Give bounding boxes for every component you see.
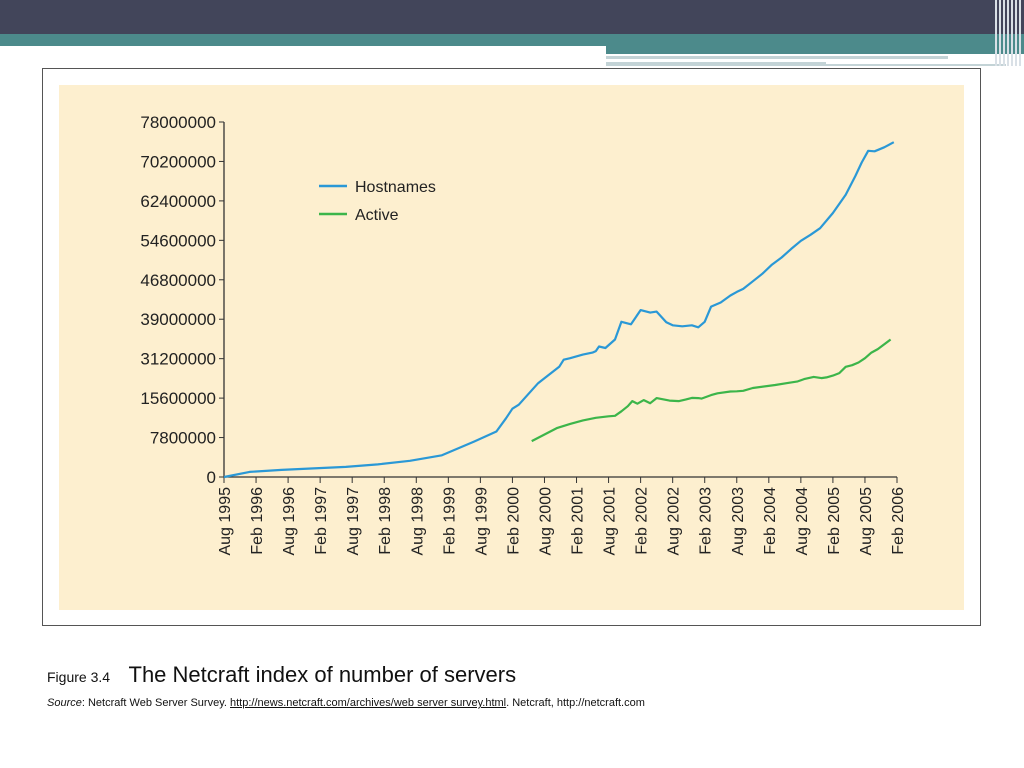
legend-label: Hostnames (355, 179, 436, 196)
x-tick-label: Feb 2006 (890, 487, 907, 555)
series-line-active (531, 338, 892, 443)
source-text: : Netcraft Web Server Survey. (81, 697, 230, 709)
source-link[interactable]: http://news.netcraft.com/archives/web se… (230, 697, 507, 709)
x-tick-label: Feb 1999 (441, 487, 458, 555)
y-tick-label: 31200000 (140, 350, 216, 369)
decorative-line (826, 64, 1006, 66)
x-tick-label: Feb 2004 (762, 487, 779, 555)
x-tick-label: Aug 2000 (537, 487, 554, 556)
figure-label: Figure 3.4 (47, 669, 111, 685)
x-tick-label: Feb 1998 (377, 487, 394, 555)
x-tick-label: Aug 1996 (281, 487, 298, 556)
y-tick-label: 70200000 (140, 152, 216, 171)
y-tick-label: 54600000 (140, 231, 216, 250)
figure-caption: Figure 3.4 The Netcraft index of number … (47, 662, 516, 688)
source-label: Source (47, 697, 82, 709)
x-tick-label: Aug 1999 (473, 487, 490, 556)
y-tick-label: 78000000 (140, 113, 216, 132)
y-tick-label: 62400000 (140, 192, 216, 211)
slide-accent-bar (0, 34, 1024, 46)
chart-background (59, 85, 964, 610)
x-tick-label: Feb 2002 (634, 487, 651, 555)
x-tick-label: Feb 2000 (505, 487, 522, 555)
x-tick-label: Aug 2001 (602, 487, 619, 556)
decorative-line (606, 62, 826, 66)
decorative-line (606, 56, 948, 59)
y-tick-label: 46800000 (140, 271, 216, 290)
x-tick-label: Feb 1996 (249, 487, 266, 555)
source-line: Source: Netcraft Web Server Survey. http… (47, 697, 645, 709)
x-tick-label: Aug 1998 (409, 487, 426, 556)
x-tick-label: Feb 1997 (313, 487, 330, 555)
x-tick-label: Feb 2001 (570, 487, 587, 555)
x-tick-label: Aug 2002 (666, 487, 683, 556)
x-tick-label: Feb 2005 (826, 487, 843, 555)
legend-label: Active (355, 207, 399, 224)
x-tick-label: Feb 2003 (698, 487, 715, 555)
slide-accent-bar-lower (606, 46, 1024, 54)
source-suffix: . Netcraft, http://netcraft.com (506, 697, 645, 709)
y-tick-label: 7800000 (150, 429, 216, 448)
x-tick-label: Aug 2005 (858, 487, 875, 556)
x-tick-label: Aug 2003 (730, 487, 747, 556)
x-tick-label: Aug 1997 (345, 487, 362, 556)
y-tick-label: 0 (207, 468, 216, 487)
slide-header-bar (0, 0, 1024, 34)
y-tick-label: 39000000 (140, 310, 216, 329)
decorative-stripes (993, 0, 1024, 66)
netcraft-line-chart: 0 7800000 15600000 31200000 39000000 46800000… (140, 113, 907, 556)
x-tick-label: Aug 1995 (217, 487, 234, 556)
y-tick-label: 15600000 (140, 389, 216, 408)
series-line-hostnames (223, 141, 895, 479)
x-tick-label: Aug 2004 (794, 487, 811, 556)
figure-title: The Netcraft index of number of servers (128, 662, 517, 687)
